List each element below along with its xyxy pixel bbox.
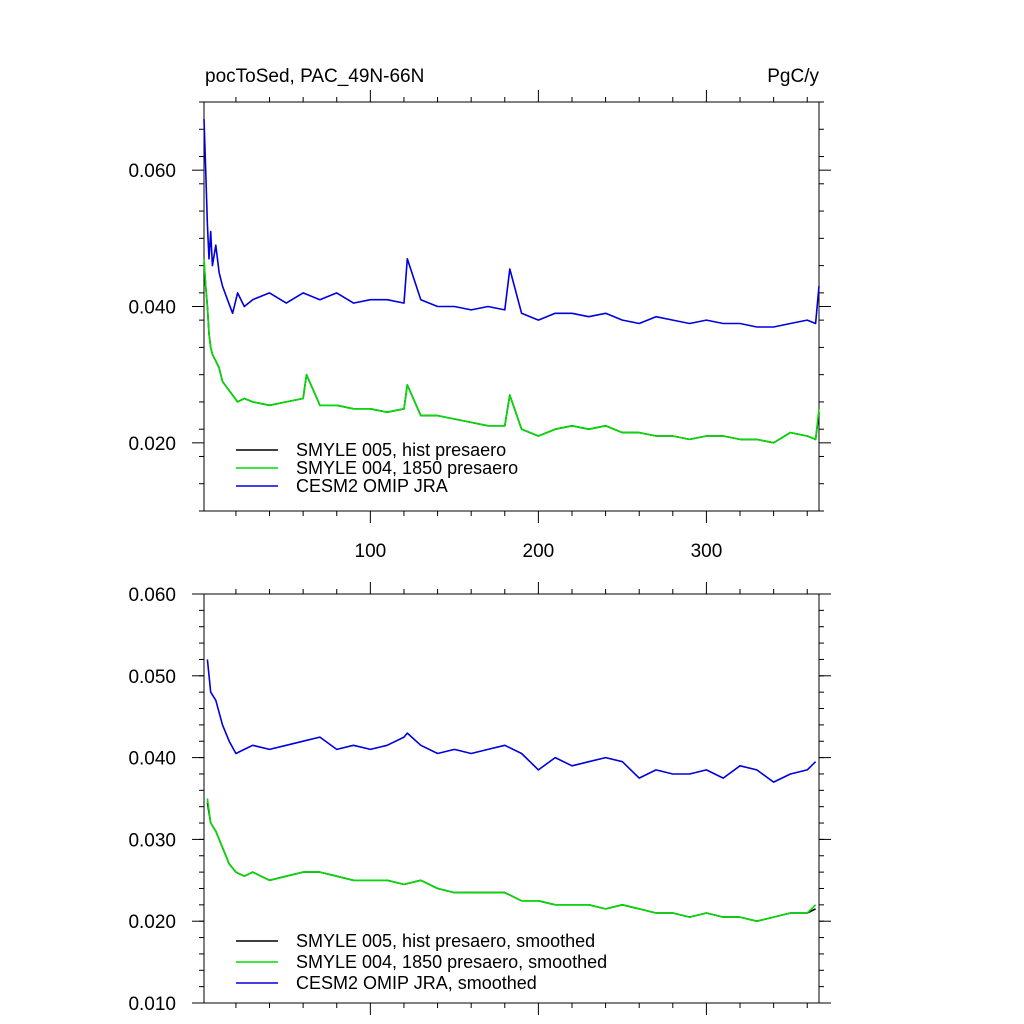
series-line-1 bbox=[203, 258, 820, 444]
units-label: PgC/y bbox=[767, 66, 819, 87]
legend-label: SMYLE 005, hist presaero bbox=[296, 440, 506, 460]
legend-label: SMYLE 004, 1850 presaero, smoothed bbox=[296, 952, 607, 972]
series-line-2 bbox=[203, 118, 820, 328]
series-line-0 bbox=[203, 262, 820, 444]
series-line-1 bbox=[206, 798, 817, 923]
y-tick-label: 0.010 bbox=[128, 994, 176, 1015]
x-tick-label: 300 bbox=[691, 541, 723, 562]
plot-frame bbox=[203, 593, 820, 1004]
top-plot-area: 0.020 0.040 0.060 100 200 300 SMYLE 005, hist … bbox=[128, 90, 831, 562]
y-tick-label: 0.040 bbox=[128, 298, 176, 319]
legend-label: CESM2 OMIP JRA bbox=[296, 476, 448, 496]
bottom-panel: 0.010 0.020 0.030 0.040 0.050 0.060 SMYLE 005,… bbox=[128, 582, 831, 1015]
top-panel: pocToSed, PAC_49N-66N PgC/y 0.0200.0400.… bbox=[128, 66, 831, 562]
y-tick-label: 0.020 bbox=[128, 434, 176, 455]
series-line-2 bbox=[206, 659, 817, 783]
y-tick-label: 0.040 bbox=[128, 749, 176, 770]
series-line-0 bbox=[206, 802, 816, 923]
y-tick-label: 0.060 bbox=[128, 585, 176, 606]
y-tick-label: 0.020 bbox=[128, 912, 176, 933]
bottom-plot-area: 0.010 0.020 0.030 0.040 0.050 0.060 SMYLE 005,… bbox=[128, 582, 831, 1015]
y-tick-label: 0.050 bbox=[128, 667, 176, 688]
legend-label: CESM2 OMIP JRA, smoothed bbox=[296, 973, 537, 993]
x-tick-label: 100 bbox=[355, 541, 387, 562]
y-tick-label: 0.060 bbox=[128, 161, 176, 182]
legend-label: SMYLE 005, hist presaero, smoothed bbox=[296, 931, 595, 951]
y-tick-label: 0.030 bbox=[128, 830, 176, 851]
chart-title: pocToSed, PAC_49N-66N bbox=[205, 66, 424, 87]
legend-label: SMYLE 004, 1850 presaero bbox=[296, 458, 518, 478]
x-tick-label: 200 bbox=[523, 541, 555, 562]
